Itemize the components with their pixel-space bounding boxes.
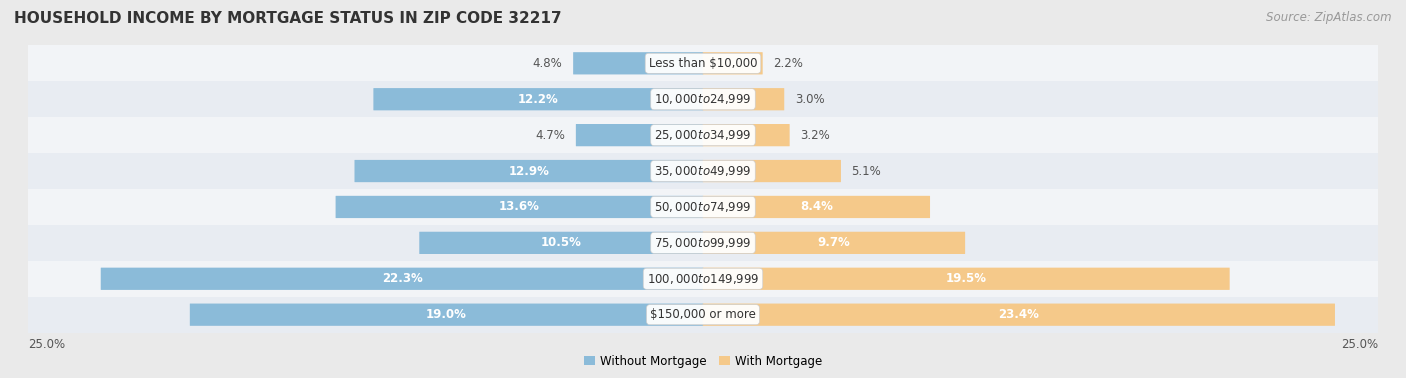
Text: 25.0%: 25.0% <box>28 338 65 351</box>
Text: $50,000 to $74,999: $50,000 to $74,999 <box>654 200 752 214</box>
FancyBboxPatch shape <box>419 232 703 254</box>
FancyBboxPatch shape <box>703 124 790 146</box>
FancyBboxPatch shape <box>574 52 703 74</box>
FancyBboxPatch shape <box>703 160 841 182</box>
Bar <box>28 297 1378 333</box>
FancyBboxPatch shape <box>101 268 703 290</box>
Text: 4.7%: 4.7% <box>536 129 565 142</box>
FancyBboxPatch shape <box>336 196 703 218</box>
Text: Source: ZipAtlas.com: Source: ZipAtlas.com <box>1267 11 1392 24</box>
Bar <box>28 117 1378 153</box>
Text: $10,000 to $24,999: $10,000 to $24,999 <box>654 92 752 106</box>
Text: $25,000 to $34,999: $25,000 to $34,999 <box>654 128 752 142</box>
Text: 2.2%: 2.2% <box>773 57 803 70</box>
FancyBboxPatch shape <box>354 160 703 182</box>
Text: 13.6%: 13.6% <box>499 200 540 214</box>
Text: HOUSEHOLD INCOME BY MORTGAGE STATUS IN ZIP CODE 32217: HOUSEHOLD INCOME BY MORTGAGE STATUS IN Z… <box>14 11 561 26</box>
Text: $75,000 to $99,999: $75,000 to $99,999 <box>654 236 752 250</box>
Text: 5.1%: 5.1% <box>852 164 882 178</box>
FancyBboxPatch shape <box>703 52 762 74</box>
FancyBboxPatch shape <box>703 196 929 218</box>
Text: $150,000 or more: $150,000 or more <box>650 308 756 321</box>
Text: 19.5%: 19.5% <box>946 272 987 285</box>
Bar <box>28 189 1378 225</box>
Text: 9.7%: 9.7% <box>817 236 851 249</box>
Legend: Without Mortgage, With Mortgage: Without Mortgage, With Mortgage <box>579 350 827 373</box>
Text: $35,000 to $49,999: $35,000 to $49,999 <box>654 164 752 178</box>
FancyBboxPatch shape <box>374 88 703 110</box>
FancyBboxPatch shape <box>190 304 703 326</box>
Text: 4.8%: 4.8% <box>533 57 562 70</box>
Bar <box>28 261 1378 297</box>
Text: 25.0%: 25.0% <box>1341 338 1378 351</box>
FancyBboxPatch shape <box>703 304 1334 326</box>
Bar <box>28 225 1378 261</box>
Text: 10.5%: 10.5% <box>541 236 582 249</box>
Text: 23.4%: 23.4% <box>998 308 1039 321</box>
Text: 12.9%: 12.9% <box>509 164 550 178</box>
Text: 12.2%: 12.2% <box>517 93 558 106</box>
FancyBboxPatch shape <box>576 124 703 146</box>
Bar <box>28 81 1378 117</box>
Text: 3.2%: 3.2% <box>800 129 830 142</box>
FancyBboxPatch shape <box>703 232 965 254</box>
FancyBboxPatch shape <box>703 268 1230 290</box>
Text: 3.0%: 3.0% <box>794 93 824 106</box>
FancyBboxPatch shape <box>703 88 785 110</box>
Text: $100,000 to $149,999: $100,000 to $149,999 <box>647 272 759 286</box>
Bar <box>28 45 1378 81</box>
Text: 8.4%: 8.4% <box>800 200 832 214</box>
Text: 22.3%: 22.3% <box>381 272 422 285</box>
Text: Less than $10,000: Less than $10,000 <box>648 57 758 70</box>
Bar <box>28 153 1378 189</box>
Text: 19.0%: 19.0% <box>426 308 467 321</box>
